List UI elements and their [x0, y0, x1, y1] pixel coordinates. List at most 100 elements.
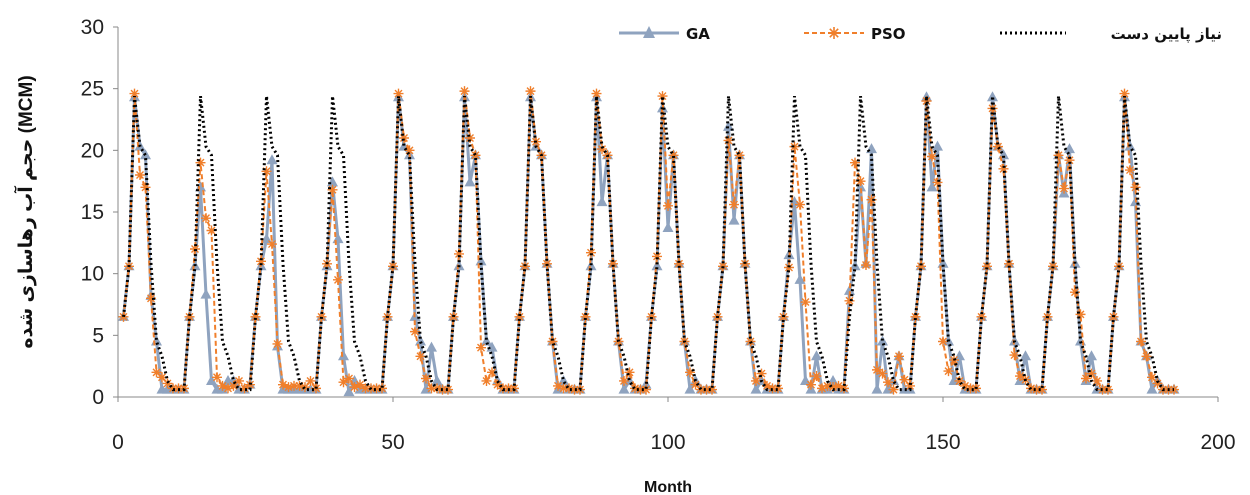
series-pso-point: [1059, 183, 1069, 194]
series-pso-point: [349, 382, 360, 393]
series-ga-point: [1020, 350, 1031, 361]
series-pso-point: [718, 261, 728, 272]
series-pso-point: [734, 150, 745, 161]
series-pso-point: [943, 366, 954, 377]
series-pso-point: [877, 368, 888, 379]
y-tick-label: 20: [81, 139, 104, 162]
legend-ga-label: GA: [686, 25, 710, 43]
series-pso-point: [371, 383, 382, 394]
series-pso-point: [1119, 88, 1130, 99]
series-ga-point: [426, 341, 437, 352]
y-tick-label: 0: [92, 386, 104, 409]
series-pso-point: [1125, 165, 1135, 176]
series-pso-point: [811, 371, 822, 382]
series-pso-point: [272, 338, 283, 349]
series-pso-point: [190, 244, 200, 254]
series-pso-point: [1037, 384, 1047, 395]
series-ga-point: [937, 257, 949, 268]
series-pso-point: [1009, 350, 1020, 361]
series-ga-point: [475, 255, 487, 266]
series-pso-point: [1004, 258, 1014, 269]
series-pso-point: [294, 380, 305, 391]
series-pso-point: [1103, 384, 1113, 395]
y-tick-label: 10: [81, 263, 104, 286]
series-pso-point: [377, 383, 387, 394]
series-pso-point: [899, 374, 910, 385]
series-pso-point: [465, 133, 475, 143]
series-pso-point: [927, 151, 937, 162]
series-pso-point: [965, 383, 976, 394]
series-pso-point: [327, 184, 338, 195]
series-pso-point: [333, 274, 343, 285]
series-ga-point: [332, 233, 344, 244]
series-pso-point: [696, 384, 706, 395]
series-ga-point: [662, 222, 674, 233]
series-pso-point: [1015, 371, 1025, 382]
series-pso-point: [564, 383, 574, 394]
series-pso-point: [256, 256, 266, 267]
series-pso-point: [520, 261, 530, 272]
series-pso-point: [872, 364, 882, 375]
series-ga-point: [728, 214, 740, 225]
y-tick-label: 5: [92, 324, 104, 347]
series-pso-point: [344, 373, 354, 384]
series-pso-point: [910, 311, 921, 322]
series-pso-point: [217, 380, 228, 391]
series-pso-point: [129, 88, 140, 99]
ticks: 0 5 10 15 20 25 30 0 50 100 150 200: [81, 16, 1236, 454]
y-tick-label: 30: [81, 16, 104, 39]
series-pso-point: [487, 367, 497, 378]
series-pso-point: [905, 380, 915, 391]
series-pso-point: [184, 311, 195, 322]
series-pso-point: [553, 380, 563, 391]
series-ga-point: [684, 383, 696, 394]
series-pso-point: [234, 375, 244, 386]
series-ga-point: [926, 181, 938, 192]
series-pso-point: [657, 91, 668, 102]
series-pso-point: [685, 367, 695, 378]
series-pso-point: [921, 96, 932, 106]
series-pso-point: [245, 379, 255, 390]
series-pso-point: [817, 383, 827, 394]
series-ga-point: [1146, 383, 1158, 394]
series-pso-point: [740, 258, 750, 269]
series-ga-point: [871, 383, 883, 394]
series-pso-point: [212, 372, 222, 383]
series-pso-point: [470, 150, 481, 161]
series-pso-point: [1152, 378, 1163, 389]
series-pso-point: [773, 383, 783, 394]
series-ga-point: [415, 335, 426, 346]
series-pso-point: [586, 247, 596, 258]
series-ga-point: [200, 288, 212, 299]
x-tick-label: 50: [381, 431, 404, 454]
series-pso-point: [888, 384, 899, 395]
series-pso-point: [828, 382, 838, 393]
series-pso-point: [652, 251, 662, 262]
series-pso-point: [833, 380, 844, 391]
series-pso-point: [1092, 375, 1102, 386]
series-ga-point: [585, 260, 597, 271]
series-ga-point: [987, 91, 998, 102]
series-demand: [122, 95, 1174, 392]
series-pso-point: [569, 384, 580, 395]
series-pso-point: [1086, 368, 1097, 379]
series-pso-point: [729, 199, 739, 210]
x-axis-title: Month: [644, 479, 692, 495]
x-tick-label: 100: [650, 431, 685, 454]
series-ga-point: [948, 374, 960, 385]
series-pso-point: [1048, 261, 1058, 272]
series-pso-point: [635, 384, 646, 395]
series-pso-point: [619, 375, 629, 386]
series-pso-point: [723, 135, 734, 146]
series-pso-point: [976, 311, 987, 322]
series-pso-point: [404, 145, 415, 156]
series-pso-point: [701, 384, 712, 395]
series-ga-point: [750, 383, 762, 394]
series-pso-point: [201, 213, 211, 224]
series-pso-point: [1081, 373, 1091, 384]
series-pso-point: [135, 170, 145, 180]
series-pso-point: [916, 261, 926, 272]
series-pso-point: [459, 86, 470, 97]
series-ga-point: [481, 335, 492, 346]
series-ga-point: [431, 374, 443, 385]
